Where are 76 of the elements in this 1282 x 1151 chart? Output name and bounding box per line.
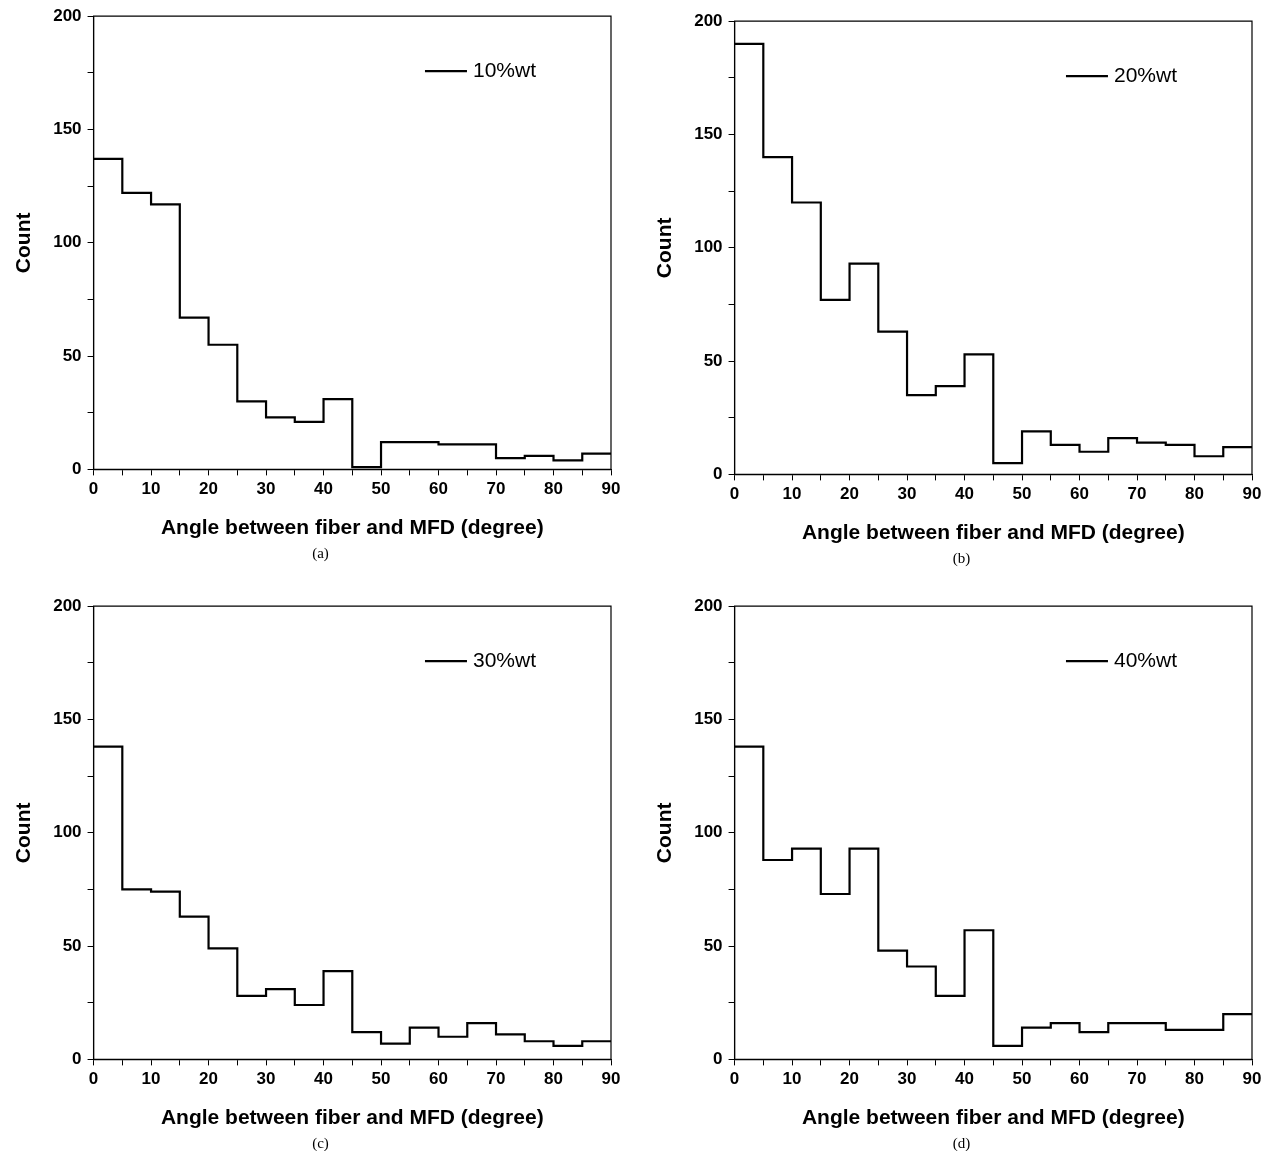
x-tick-label: 10 [141,1069,161,1089]
x-axis-title: Angle between fiber and MFD (degree) [801,1105,1185,1129]
x-tick-label: 60 [429,479,448,499]
y-axis-title: Count [11,212,35,274]
x-tick-label: 50 [371,479,391,499]
text: (d) [951,1135,972,1151]
x-tick-label: 90 [601,1069,621,1089]
x-tick-label: 50 [1012,1069,1032,1089]
x-tick-label: 20 [199,479,219,499]
x-tick-label: 70 [1127,484,1147,504]
x-axis-title: Angle between fiber and MFD (degree) [160,1105,544,1129]
x-tick-label: 0 [729,1069,740,1089]
x-tick-label: 40 [955,1069,974,1089]
x-tick-label: 50 [1012,484,1032,504]
x-tick-label: 20 [840,484,860,504]
x-tick-label: 30 [897,484,917,504]
y-tick-label: 50 [703,935,723,955]
x-tick-label: 90 [1242,484,1262,504]
y-tick-label: 200 [53,595,82,615]
text: (b) [951,550,972,567]
y-axis-title: Count [652,802,676,864]
x-tick-label: 60 [429,1069,448,1089]
x-tick-label: 30 [897,1069,917,1089]
y-tick-label: 100 [694,822,723,842]
x-tick-label: 20 [199,1069,219,1089]
x-tick-label: 40 [314,1069,333,1089]
y-tick-label: 150 [53,119,82,139]
x-tick-label: 80 [544,479,563,499]
x-axis-title: Angle between fiber and MFD (degree) [801,520,1185,544]
x-tick-label: 90 [601,479,621,499]
x-tick-label: 90 [1242,1069,1262,1089]
x-tick-label: 30 [256,1069,276,1089]
text: (c) [311,1135,330,1151]
legend-label: 20%wt [1113,63,1178,86]
x-tick-label: 0 [729,484,740,504]
y-tick-label: 150 [694,124,723,144]
y-tick-label: 100 [53,822,82,842]
x-tick-label: 10 [782,1069,802,1089]
y-tick-label: 150 [53,709,82,729]
legend-label: 30%wt [472,648,537,671]
y-tick-label: 100 [694,237,723,257]
y-axis-title: Count [652,217,676,279]
y-tick-label: 50 [62,935,82,955]
legend-label: 40%wt [1113,648,1178,671]
y-tick-label: 100 [53,232,82,252]
x-tick-label: 80 [1185,1069,1204,1089]
x-tick-label: 0 [88,1069,99,1089]
x-tick-label: 70 [1127,1069,1147,1089]
x-tick-label: 80 [544,1069,563,1089]
y-tick-label: 0 [72,459,82,479]
y-tick-label: 200 [694,10,723,30]
text: (a) [311,545,330,562]
x-tick-label: 80 [1185,484,1204,504]
legend-label: 10%wt [472,58,537,81]
x-tick-label: 60 [1070,1069,1089,1089]
x-tick-label: 10 [782,484,802,504]
y-tick-label: 50 [62,345,82,365]
x-tick-label: 0 [88,479,99,499]
x-tick-label: 40 [314,479,333,499]
x-axis-title: Angle between fiber and MFD (degree) [160,515,544,539]
x-tick-label: 70 [486,1069,506,1089]
y-axis-title: Count [11,802,35,864]
x-tick-label: 70 [486,479,506,499]
y-tick-label: 0 [713,464,723,484]
x-tick-label: 20 [840,1069,860,1089]
y-tick-label: 0 [713,1049,723,1069]
y-tick-label: 50 [703,350,723,370]
y-tick-label: 200 [53,5,82,25]
y-tick-label: 150 [694,709,723,729]
y-tick-label: 0 [72,1049,82,1069]
x-tick-label: 50 [371,1069,391,1089]
x-tick-label: 60 [1070,484,1089,504]
x-tick-label: 40 [955,484,974,504]
x-tick-label: 30 [256,479,276,499]
y-tick-label: 200 [694,595,723,615]
x-tick-label: 10 [141,479,161,499]
